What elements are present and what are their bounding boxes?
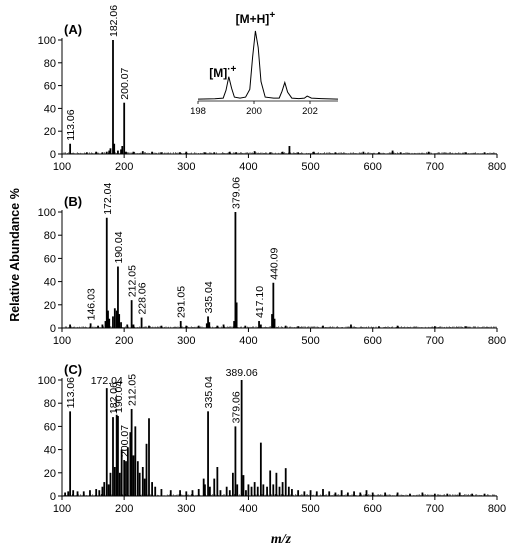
peak-annotation: 379.06 (230, 177, 242, 209)
x-tick-label: 500 (301, 161, 319, 173)
inset-tick-label: 198 (190, 106, 206, 117)
baseline-noise (63, 152, 497, 154)
peak-annotation: 335.04 (203, 376, 215, 408)
x-tick-label: 200 (115, 161, 133, 173)
baseline-noise (63, 326, 497, 328)
peak-annotation: 182.06 (108, 5, 120, 37)
peak-annotation: 417.10 (254, 286, 266, 318)
x-tick-label: 400 (239, 503, 257, 515)
panel-label: (B) (64, 194, 82, 209)
peak-annotation: 113.06 (65, 109, 77, 140)
x-tick-label: 100 (53, 161, 71, 173)
x-tick-label: 600 (364, 503, 382, 515)
peak-annotation: 146.03 (86, 288, 98, 320)
spectrum-panel-2: 0 20 40 60 80 100 100 200 300 400 500 600 700 800 (B) 1… (38, 177, 507, 347)
x-axis-label: m/z (271, 532, 292, 547)
x-tick-label: 600 (364, 335, 382, 347)
inset-profile-line (197, 30, 339, 100)
peak-annotation: 190.04 (113, 231, 125, 263)
panel-label: (C) (64, 362, 82, 377)
peak-annotation: 212.05 (127, 265, 139, 297)
x-tick-label: 200 (115, 335, 133, 347)
peak-annotation: 212.05 (127, 374, 139, 406)
peak-annotation: 440.09 (268, 247, 280, 279)
peak-annotation: 335.04 (203, 281, 215, 313)
y-axis-label: Relative Abundance % (8, 188, 22, 322)
x-tick-label: 500 (301, 503, 319, 515)
x-tick-label: 100 (53, 503, 71, 515)
x-tick-label: 700 (426, 335, 444, 347)
inset-tick-label: 200 (246, 106, 262, 117)
y-tick-label: 20 (44, 468, 56, 480)
peak-annotation: 379.06 (230, 391, 242, 423)
y-tick-label: 100 (38, 35, 56, 47)
y-tick-label: 60 (44, 421, 56, 433)
y-tick-label: 80 (44, 230, 56, 242)
x-tick-label: 800 (488, 161, 506, 173)
peak-annotation: 172.04 (91, 375, 123, 387)
x-tick-label: 400 (239, 335, 257, 347)
y-tick-label: 0 (50, 149, 56, 161)
inset-tick-label: 202 (302, 106, 318, 117)
x-tick-label: 300 (177, 335, 195, 347)
y-tick-label: 80 (44, 58, 56, 70)
isotope-inset: 198 200 202 [M]·+ [M+H]+ (190, 10, 339, 117)
x-tick-label: 700 (426, 503, 444, 515)
peak-annotation: 200.07 (119, 67, 131, 99)
y-tick-label: 0 (50, 323, 56, 335)
y-tick-label: 100 (38, 207, 56, 219)
x-tick-label: 700 (426, 161, 444, 173)
inset-ion-label: [M+H]+ (236, 10, 276, 26)
x-tick-label: 800 (488, 503, 506, 515)
y-tick-label: 40 (44, 103, 56, 115)
x-tick-label: 400 (239, 161, 257, 173)
inset-ion-label: [M]·+ (209, 64, 236, 80)
x-tick-label: 800 (488, 335, 506, 347)
y-tick-label: 60 (44, 81, 56, 93)
y-tick-label: 40 (44, 277, 56, 289)
panel-label: (A) (64, 22, 82, 37)
y-tick-label: 80 (44, 398, 56, 410)
y-tick-label: 20 (44, 126, 56, 138)
x-tick-label: 100 (53, 335, 71, 347)
y-tick-label: 0 (50, 491, 56, 503)
peak-annotation: 389.06 (226, 367, 258, 379)
y-tick-label: 40 (44, 445, 56, 457)
peak-annotation: 291.05 (176, 286, 188, 318)
x-tick-label: 600 (364, 161, 382, 173)
peak-annotation: 190.04 (113, 381, 125, 413)
y-tick-label: 60 (44, 253, 56, 265)
peak-annotation: 172.04 (102, 183, 114, 215)
x-tick-label: 300 (177, 161, 195, 173)
x-tick-label: 200 (115, 503, 133, 515)
peak-annotation: 200.07 (119, 425, 131, 457)
peak-annotation: 228.06 (137, 282, 149, 314)
y-tick-label: 100 (38, 375, 56, 387)
x-tick-label: 500 (301, 335, 319, 347)
peak-annotation: 182.06 (108, 382, 120, 414)
y-tick-label: 20 (44, 300, 56, 312)
spectrum-panel-1: 0 20 40 60 80 100 100 200 300 400 500 600 700 800 (A) 1… (38, 5, 507, 173)
x-tick-label: 300 (177, 503, 195, 515)
peak-annotation: 113.06 (65, 377, 77, 408)
